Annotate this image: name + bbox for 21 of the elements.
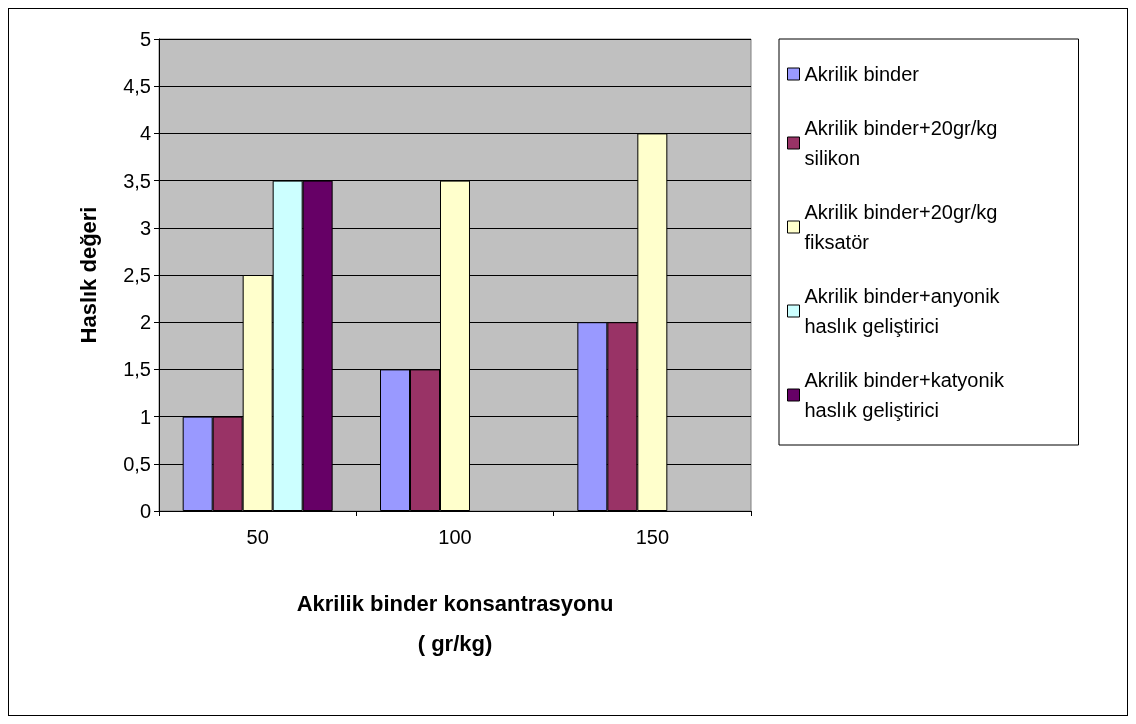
y-tick-label: 4 — [139, 122, 151, 145]
y-tick-label: 1 — [139, 405, 151, 428]
legend-label: Akrilik binder — [804, 63, 920, 85]
y-tick-label: 1,5 — [123, 358, 151, 381]
y-tick-label: 2,5 — [123, 264, 151, 286]
legend-label: Akrilik binder+katyonik haslık geliştirici — [804, 369, 1010, 421]
y-axis-title: Haslık değeri — [75, 206, 101, 344]
y-tick-label: 3 — [139, 216, 151, 239]
y-tick-label: 5 — [139, 28, 151, 50]
legend-label: Akrilik binder+anyonik haslık geliştirici — [804, 285, 1006, 337]
y-tick-label: 0 — [139, 500, 151, 522]
x-axis-title: Akrilik binder konsantrasyonu ( gr/kg) — [296, 590, 614, 656]
y-tick-label: 4,5 — [123, 75, 151, 98]
legend-label: Akrilik binder+20gr/kg fiksatör — [804, 201, 1003, 253]
y-tick-label: 3,5 — [123, 169, 151, 192]
x-tick-label: 50 — [246, 526, 269, 548]
legend-label: Akrilik binder+20gr/kg silikon — [804, 117, 1003, 169]
y-tick-label: 0,5 — [123, 452, 151, 475]
x-tick-label: 100 — [438, 526, 472, 548]
x-tick-label: 150 — [635, 526, 670, 548]
y-tick-label: 2 — [139, 311, 151, 334]
